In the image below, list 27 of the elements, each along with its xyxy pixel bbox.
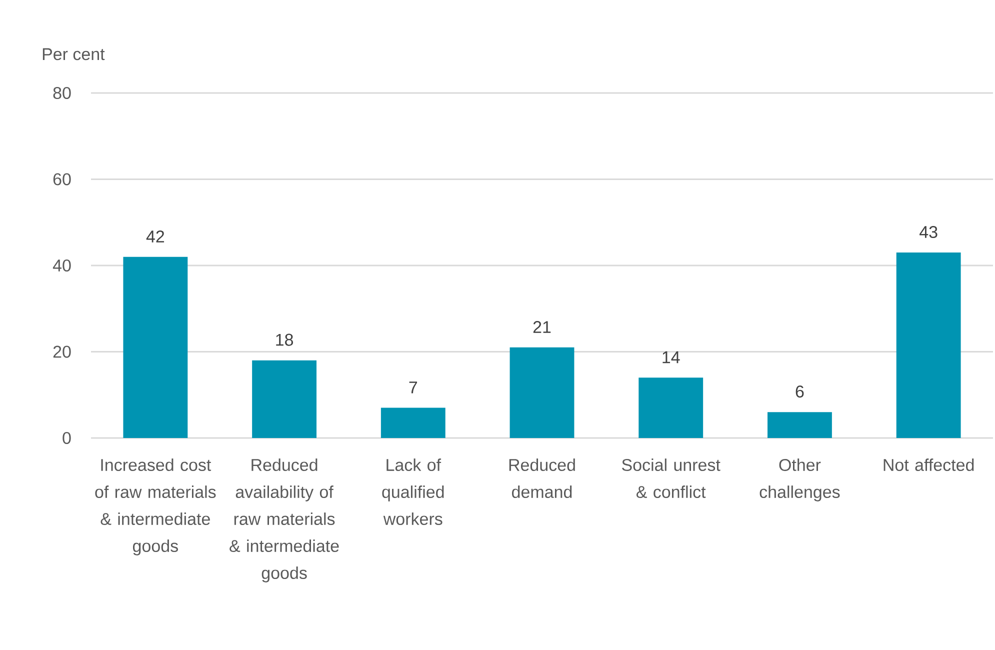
x-tick-label: Reduced demand	[509, 458, 575, 498]
data-label: 42	[146, 230, 164, 242]
y-tick-label: 60	[53, 173, 71, 186]
bar	[380, 408, 446, 438]
x-tick-label: Not affected	[884, 458, 974, 472]
x-tick-label: Increased cost of raw materials & intermediate goods	[95, 458, 216, 556]
bar	[638, 378, 704, 438]
data-label: 7	[409, 382, 418, 394]
x-tick-label: Lack of qualified workers	[382, 458, 444, 526]
y-tick-label: 20	[53, 346, 71, 358]
y-axis-title: Per cent	[42, 48, 105, 60]
x-tick-label: Other challenges	[760, 458, 840, 502]
bar	[252, 360, 317, 438]
y-tick-label: 80	[53, 86, 71, 100]
data-label: 14	[662, 351, 680, 364]
bar	[768, 412, 832, 438]
bar	[510, 347, 574, 438]
data-label: 21	[533, 321, 551, 333]
data-label: 6	[796, 386, 804, 398]
x-tick-label: Social unrest & conflict	[622, 458, 720, 498]
y-tick-label: 0	[62, 432, 71, 444]
y-tick-label: 40	[52, 259, 71, 272]
bar	[123, 256, 188, 438]
data-label: 43	[920, 226, 938, 238]
data-label: 18	[276, 334, 294, 346]
x-tick-label: Reduced availability of raw materials & intermediate goods	[230, 458, 339, 582]
bar	[896, 252, 961, 438]
